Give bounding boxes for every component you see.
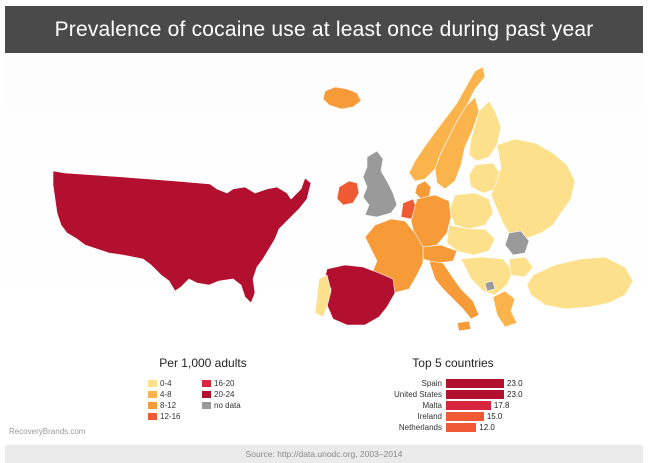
top5-value: 12.0 xyxy=(479,422,495,432)
region-bulgaria[interactable] xyxy=(508,256,534,278)
chart-title: Prevalence of cocaine use at least once … xyxy=(5,6,643,53)
top5-country-name: United States xyxy=(393,389,442,399)
region-united-kingdom[interactable] xyxy=(362,150,398,218)
top5-bar: 23.0 xyxy=(446,389,523,399)
top5-country-name: Malta xyxy=(422,400,442,410)
legend-swatch xyxy=(148,401,157,409)
top5-bar: 17.8 xyxy=(446,400,509,410)
legend-item: 8-12 xyxy=(148,400,202,410)
region-eastern-europe[interactable] xyxy=(490,138,576,240)
region-kosovo[interactable] xyxy=(484,280,496,292)
region-poland[interactable] xyxy=(448,192,494,230)
legend-label: no data xyxy=(214,400,241,410)
legend-label: 4-8 xyxy=(160,389,172,399)
top5-rows: Spain 23.0 United States 23.0 Malta 17.8 Irela… xyxy=(378,378,548,432)
region-united-states[interactable] xyxy=(52,170,312,304)
top5-row: United States 23.0 xyxy=(378,389,548,399)
region-iceland[interactable] xyxy=(322,86,362,110)
top5-value: 17.8 xyxy=(493,400,510,410)
legend-item: 12-16 xyxy=(148,411,202,421)
top5-title: Top 5 countries xyxy=(412,356,494,370)
top5-row: Netherlands 12.0 xyxy=(378,422,548,432)
region-sicily[interactable] xyxy=(456,320,472,332)
top5-country-name: Ireland xyxy=(417,411,442,421)
top5-value: 23.0 xyxy=(507,389,523,399)
legend: Per 1,000 adults 0-4 16-20 4-8 20-24 8-12 no … xyxy=(148,356,288,421)
top5-row: Spain 23.0 xyxy=(378,378,548,388)
top5-panel: Top 5 countries Spain 23.0 United States 23… xyxy=(378,356,548,433)
region-balkans[interactable] xyxy=(460,256,514,296)
top5-bar: 23.0 xyxy=(446,378,523,388)
legend-label: 0-4 xyxy=(160,378,172,388)
region-turkey[interactable] xyxy=(526,256,634,310)
legend-label: 12-16 xyxy=(160,411,181,421)
legend-label: 20-24 xyxy=(214,389,235,399)
legend-item: 0-4 xyxy=(148,378,202,388)
legend-swatch xyxy=(148,390,157,398)
legend-item: 16-20 xyxy=(202,378,262,388)
legend-item: no data xyxy=(202,400,262,410)
legend-grid: 0-4 16-20 4-8 20-24 8-12 no data 12-16 xyxy=(148,378,288,421)
region-austria[interactable] xyxy=(422,244,458,264)
legend-swatch xyxy=(202,379,211,387)
legend-swatch xyxy=(202,390,211,398)
top5-value: 23.0 xyxy=(507,378,523,388)
legend-label: 8-12 xyxy=(160,400,177,410)
region-romania[interactable] xyxy=(504,230,530,256)
legend-swatch xyxy=(148,412,157,420)
top5-bar: 12.0 xyxy=(446,422,495,432)
legend-item: 4-8 xyxy=(148,389,202,399)
legend-item: 20-24 xyxy=(202,389,262,399)
legend-label: 16-20 xyxy=(214,378,235,388)
top5-bar: 15.0 xyxy=(446,411,502,421)
brand-watermark: RecoveryBrands.com xyxy=(9,427,86,436)
choropleth-map xyxy=(52,66,634,332)
region-baltics[interactable] xyxy=(468,162,502,194)
top5-country-name: Spain xyxy=(421,378,442,388)
top5-value: 15.0 xyxy=(486,411,503,421)
map-area xyxy=(5,53,643,353)
region-greece[interactable] xyxy=(492,290,518,328)
region-portugal[interactable] xyxy=(314,274,332,318)
legend-swatch xyxy=(202,401,211,409)
top5-row: Ireland 15.0 xyxy=(378,411,548,421)
region-ireland[interactable] xyxy=(336,180,360,206)
region-sweden[interactable] xyxy=(434,96,480,190)
region-italy[interactable] xyxy=(428,260,480,320)
legend-title: Per 1,000 adults xyxy=(159,356,247,370)
top5-country-name: Netherlands xyxy=(398,422,442,432)
region-central-europe[interactable] xyxy=(446,224,496,256)
top5-row: Malta 17.8 xyxy=(378,400,548,410)
legend-swatch xyxy=(148,379,157,387)
source-footer: Source: http://data.unodc.org, 2003–2014 xyxy=(5,445,643,463)
region-finland[interactable] xyxy=(468,100,502,162)
region-germany[interactable] xyxy=(410,194,452,248)
